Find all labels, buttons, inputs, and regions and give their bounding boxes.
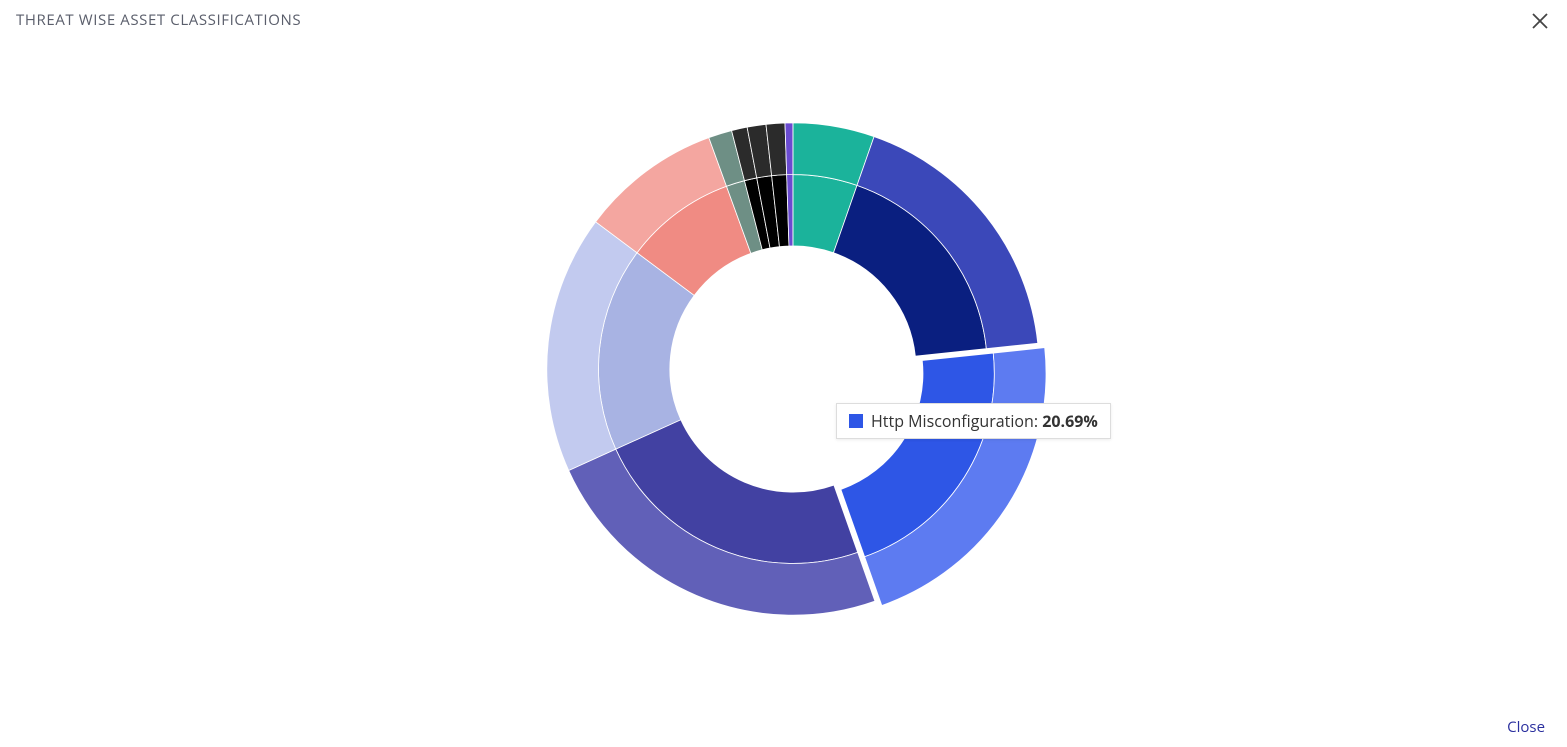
tooltip-label: Http Misconfiguration: 20.69% [871,410,1098,432]
chart-area: Http Misconfiguration: 20.69% [0,50,1567,687]
close-icon[interactable] [1529,10,1551,32]
donut-slice-outer[interactable] [785,122,793,174]
nested-donut-chart[interactable] [0,49,1567,689]
dialog-title: THREAT WISE ASSET CLASSIFICATIONS [16,10,301,30]
close-button[interactable]: Close [1507,717,1545,737]
chart-tooltip: Http Misconfiguration: 20.69% [836,403,1111,439]
tooltip-swatch [849,414,863,428]
